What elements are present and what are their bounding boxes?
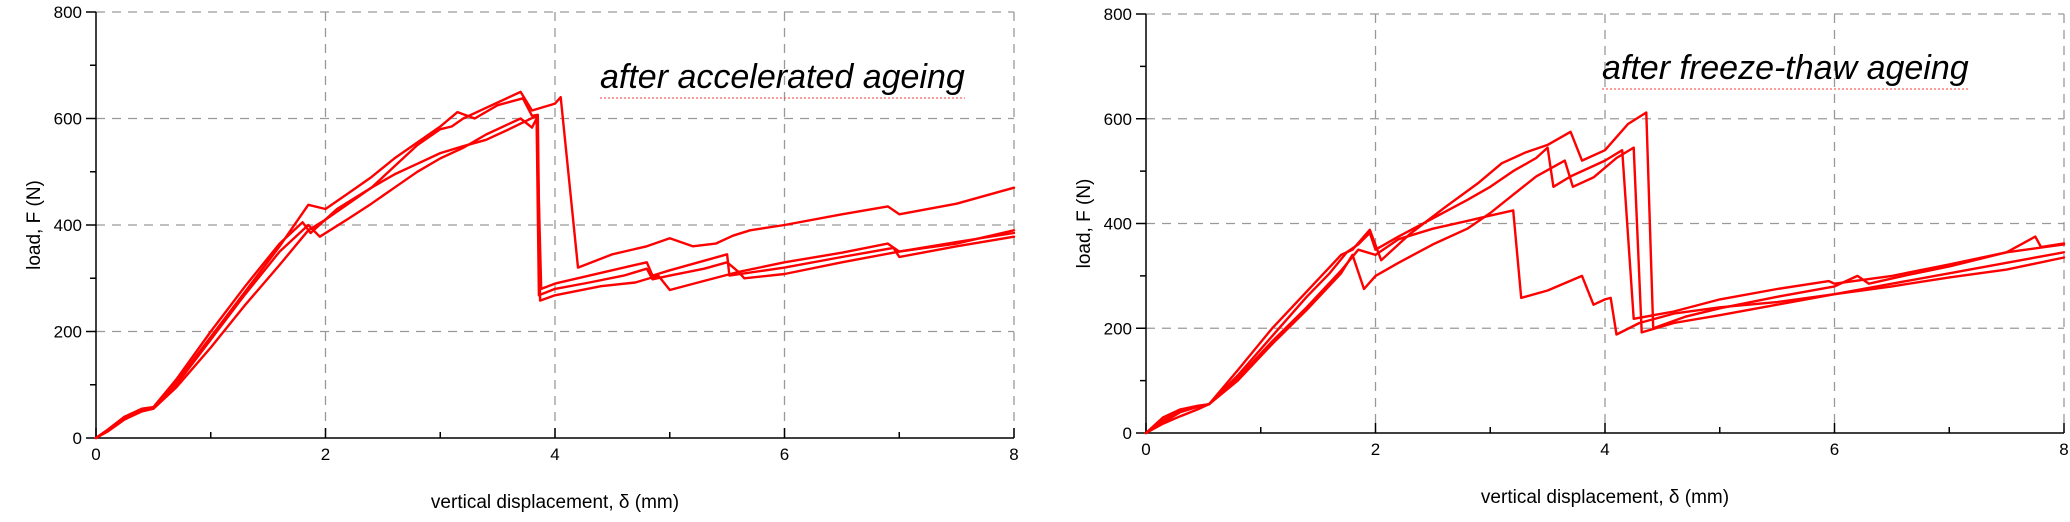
x-tick-label: 2 [321,445,330,464]
chart-panel-2: 0 2 4 6 8 0 200 400 600 800 vertical displacement,… [1074,5,2069,508]
y-tick-label: 200 [54,323,82,342]
y-tick-label: 600 [1104,110,1132,129]
y-tick-label: 800 [54,3,82,22]
y-axis-title: load, F (N) [1074,179,1095,269]
y-tick-label: 800 [1104,5,1132,24]
y-tick-label: 400 [54,216,82,235]
y-tick-label: 400 [1104,215,1132,234]
series-line-4 [94,97,1016,440]
chart-annotation: after freeze-thaw ageing [1602,49,1969,87]
series-line-3 [94,90,1016,440]
x-tick-label: 8 [1009,445,1018,464]
series-line-2 [94,117,1016,440]
series-line-3 [1144,146,2066,435]
series-line-1 [1144,209,2066,435]
x-axis-title: vertical displacement, δ (mm) [1481,487,1729,508]
x-tick-label: 8 [2059,440,2068,459]
chart-annotation: after accelerated ageing [600,58,965,96]
y-tick-label: 0 [73,429,82,448]
x-tick-label: 2 [1371,440,1380,459]
y-tick-label: 200 [1104,319,1132,338]
series-line-1 [94,114,1016,440]
x-tick-label: 4 [1600,440,1609,459]
y-tick-label: 0 [1123,424,1132,443]
series-line-2 [1144,146,2066,435]
x-tick-label: 0 [1141,440,1150,459]
x-tick-label: 0 [91,445,100,464]
x-axis-title: vertical displacement, δ (mm) [431,492,679,513]
y-axis-title: load, F (N) [24,180,45,270]
y-tick-label: 600 [54,110,82,129]
x-tick-label: 4 [550,445,559,464]
x-tick-label: 6 [780,445,789,464]
chart-panel-1: 0 2 4 6 8 0 200 400 600 800 vertical displacement,… [24,3,1019,513]
series-line-4 [1144,111,2066,435]
x-tick-label: 6 [1830,440,1839,459]
